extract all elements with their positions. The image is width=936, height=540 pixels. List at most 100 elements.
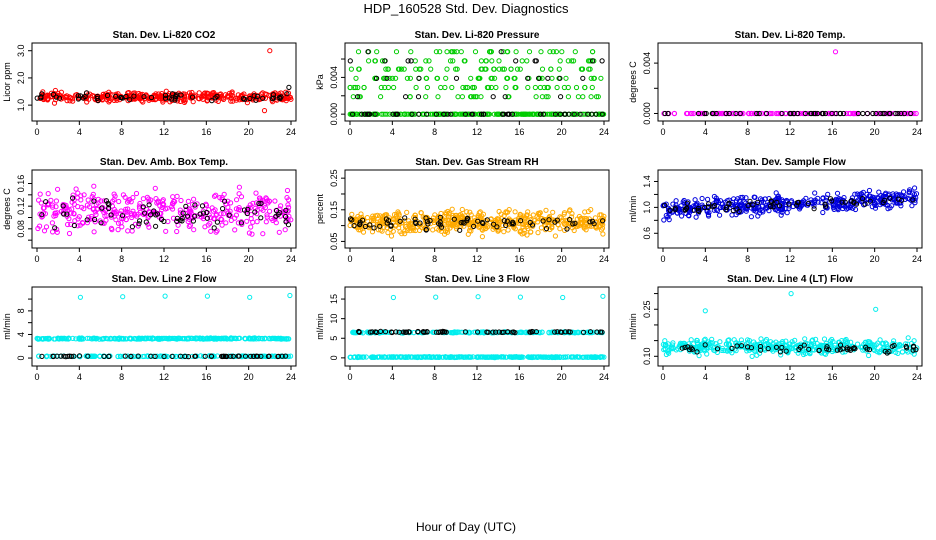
data-point xyxy=(512,209,518,215)
data-point xyxy=(239,96,245,103)
data-point xyxy=(92,216,98,223)
data-point xyxy=(148,94,155,101)
data-point xyxy=(170,206,176,212)
data-point xyxy=(404,209,410,215)
panel-title: Stan. Dev. Line 4 (LT) Flow xyxy=(727,274,853,285)
data-point xyxy=(913,110,919,117)
data-point xyxy=(536,75,542,81)
x-tick-label: 8 xyxy=(119,254,124,264)
data-point xyxy=(219,222,225,228)
data-point xyxy=(488,75,494,81)
data-point xyxy=(811,206,817,212)
data-point xyxy=(251,91,257,97)
data-point xyxy=(426,58,432,64)
data-point xyxy=(40,205,47,211)
data-point xyxy=(151,208,157,214)
data-point xyxy=(123,93,129,100)
data-point xyxy=(374,111,380,117)
data-point xyxy=(478,58,484,64)
data-point xyxy=(563,75,569,81)
data-point xyxy=(191,227,197,233)
data-point xyxy=(353,75,359,81)
data-point xyxy=(179,218,185,224)
x-tick-label: 0 xyxy=(34,254,39,264)
data-point xyxy=(63,94,70,101)
data-point xyxy=(431,111,437,117)
x-tick-label: 8 xyxy=(745,127,750,137)
data-point xyxy=(115,227,121,233)
data-point xyxy=(39,212,45,218)
y-tick-label: 0.08 xyxy=(16,220,26,238)
data-point xyxy=(800,110,806,117)
data-point xyxy=(381,75,387,81)
data-point xyxy=(512,84,518,91)
data-point xyxy=(552,233,559,239)
y-tick-label: 0 xyxy=(329,355,339,360)
data-point xyxy=(93,212,99,218)
data-point xyxy=(135,223,141,229)
data-point xyxy=(588,58,594,64)
data-point xyxy=(472,111,478,117)
data-point xyxy=(91,198,97,204)
data-point xyxy=(359,111,365,117)
data-point xyxy=(113,93,119,99)
x-tick-label: 12 xyxy=(785,254,795,264)
data-point xyxy=(560,294,566,301)
data-point xyxy=(256,200,262,207)
data-point xyxy=(547,49,553,55)
data-point xyxy=(535,230,541,236)
data-point xyxy=(550,209,556,215)
data-point xyxy=(50,91,57,98)
x-tick-label: 20 xyxy=(870,254,880,264)
data-point xyxy=(72,218,78,224)
data-point xyxy=(140,204,146,210)
x-tick-label: 12 xyxy=(159,254,169,264)
x-tick-label: 24 xyxy=(912,254,922,264)
x-tick-label: 0 xyxy=(347,372,352,382)
panels: Stan. Dev. Li-820 CO2 Licor ppm 0 4 8 12 16 20 2… xyxy=(2,30,923,382)
data-point xyxy=(192,213,198,219)
data-point xyxy=(122,194,128,200)
data-point xyxy=(483,58,489,64)
panel-9: Stan. Dev. Line 4 (LT) Flow ml/min 0 4 8 12 16… xyxy=(628,274,923,382)
data-point xyxy=(544,84,550,91)
data-point xyxy=(271,95,277,101)
data-point xyxy=(228,98,234,104)
data-point xyxy=(513,58,519,64)
data-point xyxy=(476,75,482,81)
data-point xyxy=(492,75,498,81)
data-point xyxy=(278,203,284,209)
data-point xyxy=(438,84,444,91)
data-point xyxy=(398,66,404,72)
data-point xyxy=(688,337,694,343)
x-tick-label: 16 xyxy=(201,127,211,137)
data-point xyxy=(396,66,402,72)
data-point xyxy=(893,110,899,117)
data-point xyxy=(591,75,597,81)
data-point xyxy=(479,234,485,240)
data-point xyxy=(177,207,183,213)
series-1 xyxy=(660,185,920,223)
data-point xyxy=(103,198,110,204)
data-point xyxy=(795,110,801,117)
data-point xyxy=(204,209,210,216)
panel-5: Stan. Dev. Gas Stream RH percent 0 4 8 12 16 20… xyxy=(315,157,610,264)
data-point xyxy=(662,110,668,117)
data-point xyxy=(820,209,826,216)
data-point xyxy=(505,227,511,233)
data-point xyxy=(254,219,260,225)
data-point xyxy=(717,339,723,345)
data-point xyxy=(94,95,100,102)
data-point xyxy=(705,196,711,202)
data-point xyxy=(259,197,265,204)
data-point xyxy=(60,203,66,209)
data-point xyxy=(146,199,152,205)
data-point xyxy=(388,233,395,239)
data-point xyxy=(64,98,70,104)
data-point xyxy=(821,336,828,342)
data-point xyxy=(579,111,585,117)
data-point xyxy=(421,111,427,117)
data-point xyxy=(179,215,185,221)
data-point xyxy=(434,75,440,81)
data-point xyxy=(402,215,408,221)
